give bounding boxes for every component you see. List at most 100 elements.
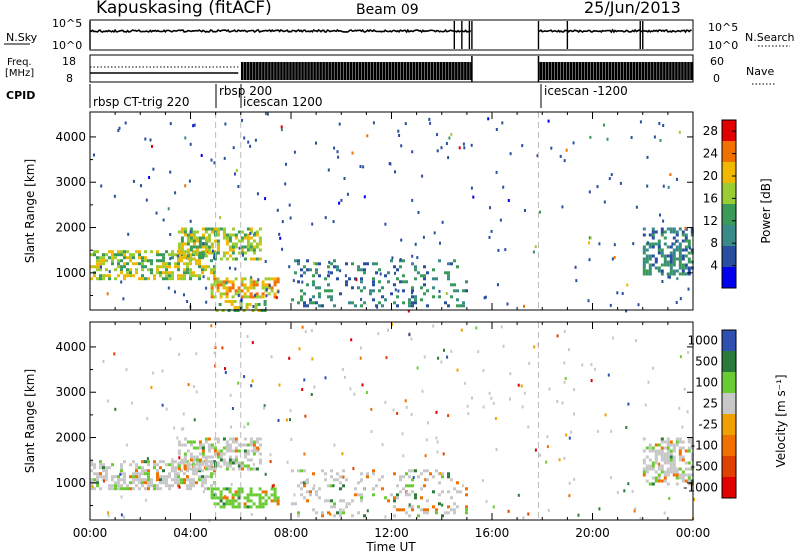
- echo-cell: [456, 265, 459, 269]
- echo-cell: [669, 251, 673, 255]
- echo-cell: [126, 268, 129, 272]
- echo-cell: [372, 262, 375, 266]
- echo-cell: [174, 466, 177, 470]
- echo-cell: [651, 467, 655, 471]
- echo-cell: [270, 289, 274, 293]
- echo-cell: [411, 508, 414, 512]
- echo-speckle: [152, 167, 155, 171]
- echo-cell: [660, 458, 664, 462]
- echo-cell: [648, 443, 652, 447]
- echo-cell: [447, 262, 450, 266]
- echo-cell: [174, 253, 177, 257]
- echo-speckle: [324, 216, 327, 220]
- echo-cell: [204, 239, 208, 243]
- echo-speckle: [446, 355, 449, 359]
- echo-cell: [657, 452, 661, 456]
- echo-cell: [231, 437, 235, 441]
- echo-cell: [372, 487, 375, 491]
- echo-cell: [651, 245, 655, 249]
- echo-cell: [168, 472, 171, 476]
- echo-cell: [678, 455, 682, 459]
- echo-speckle: [448, 136, 451, 140]
- echo-cell: [378, 301, 381, 305]
- echo-cell: [123, 478, 126, 482]
- echo-cell: [339, 292, 342, 296]
- echo-cell: [453, 283, 456, 287]
- echo-speckle: [366, 509, 369, 513]
- echo-cell: [141, 460, 144, 464]
- echo-speckle: [340, 198, 343, 202]
- y-tick-label: 3000: [55, 175, 86, 189]
- echo-cell: [177, 262, 180, 266]
- echo-speckle: [162, 218, 165, 222]
- echo-cell: [654, 461, 658, 465]
- echo-speckle: [392, 408, 395, 412]
- echo-speckle: [536, 154, 539, 158]
- echo-cell: [663, 260, 667, 264]
- echo-speckle: [497, 283, 499, 287]
- echo-cell: [162, 262, 165, 266]
- echo-cell: [336, 511, 339, 515]
- echo-speckle: [192, 385, 195, 388]
- echo-cell: [207, 487, 210, 491]
- echo-cell: [654, 455, 658, 459]
- echo-speckle: [658, 462, 661, 466]
- echo-speckle: [189, 219, 192, 223]
- echo-cell: [324, 478, 327, 482]
- echo-cell: [237, 230, 241, 234]
- echo-cell: [186, 239, 190, 243]
- echo-cell: [642, 470, 646, 474]
- echo-cell: [387, 280, 390, 284]
- nsearch-label: N.Search: [745, 31, 795, 44]
- echo-cell: [237, 467, 241, 471]
- echo-cell: [252, 286, 256, 290]
- echo-cell: [180, 481, 183, 485]
- echo-cell: [207, 475, 210, 479]
- echo-cell: [147, 472, 150, 476]
- echo-speckle: [606, 137, 609, 141]
- echo-cell: [315, 262, 318, 266]
- echo-cell: [648, 233, 652, 237]
- echo-cell: [99, 475, 102, 479]
- echo-cell: [150, 268, 153, 272]
- echo-cell: [180, 230, 184, 234]
- echo-cell: [438, 502, 441, 506]
- echo-cell: [165, 268, 168, 272]
- echo-speckle: [616, 291, 619, 295]
- echo-cell: [210, 443, 214, 447]
- echo-cell: [225, 502, 229, 506]
- echo-cell: [90, 460, 93, 464]
- echo-cell: [135, 271, 138, 275]
- power-y-label: Slant Range [km]: [23, 159, 37, 263]
- echo-cell: [255, 505, 259, 509]
- echo-cell: [669, 470, 673, 474]
- echo-cell: [93, 250, 96, 254]
- echo-speckle: [237, 294, 240, 297]
- echo-cell: [372, 283, 375, 287]
- echo-cell: [339, 499, 342, 503]
- echo-cell: [183, 481, 186, 485]
- echo-cell: [417, 271, 420, 275]
- echo-cell: [261, 283, 265, 287]
- echo-cell: [192, 230, 196, 234]
- echo-cell: [393, 496, 396, 500]
- echo-cell: [348, 301, 351, 305]
- echo-cell: [414, 265, 417, 269]
- echo-cell: [432, 277, 435, 281]
- echo-speckle: [224, 371, 227, 374]
- echo-cell: [678, 254, 682, 258]
- echo-cell: [366, 472, 369, 476]
- echo-speckle: [598, 507, 601, 511]
- echo-cell: [225, 239, 229, 243]
- echo-cell: [111, 487, 114, 491]
- echo-cell: [141, 472, 144, 476]
- echo-cell: [168, 475, 171, 479]
- echo-cell: [306, 283, 309, 287]
- echo-speckle: [574, 265, 577, 269]
- echo-speckle: [337, 155, 340, 159]
- echo-cell: [267, 277, 271, 281]
- echo-cell: [177, 467, 181, 471]
- echo-speckle: [288, 265, 291, 269]
- echo-cell: [228, 499, 232, 503]
- echo-cell: [672, 254, 676, 258]
